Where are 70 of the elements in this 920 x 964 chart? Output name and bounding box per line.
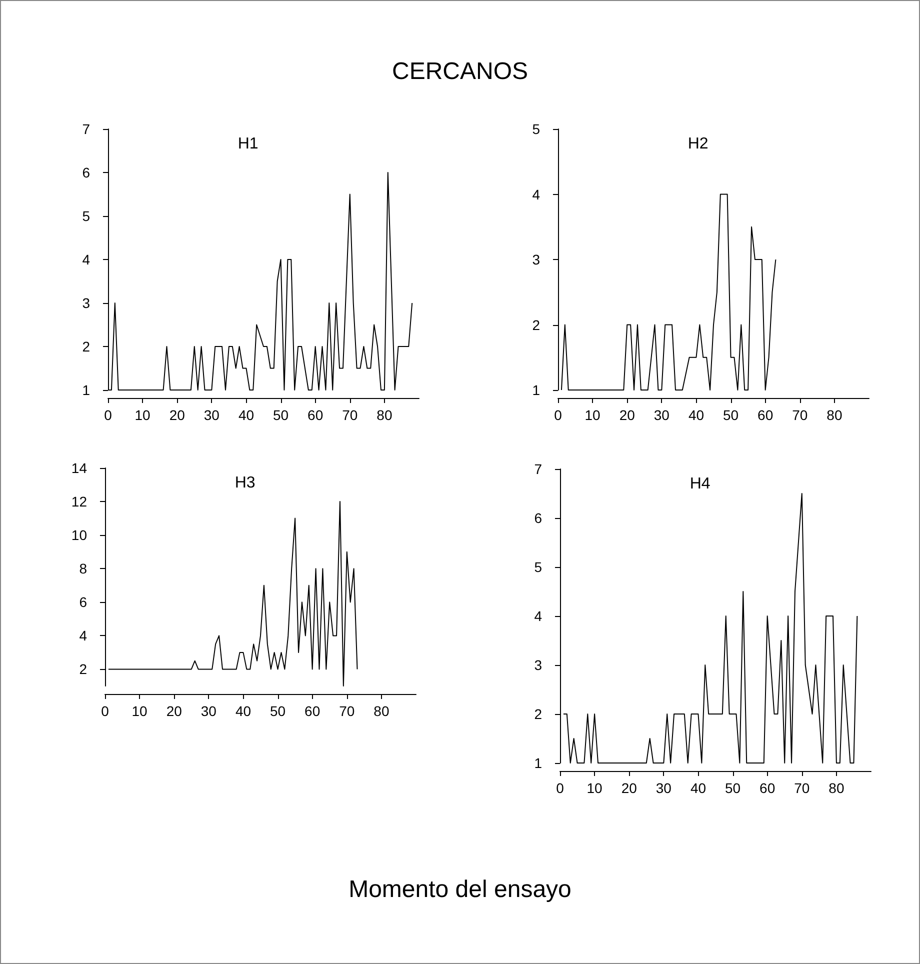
x-tick-label: 40 xyxy=(690,780,706,796)
line-series xyxy=(108,501,358,686)
y-tick-label: 4 xyxy=(532,186,540,202)
x-tick-label: 80 xyxy=(376,407,392,423)
x-tick-label: 30 xyxy=(656,780,672,796)
chart-title: H1 xyxy=(238,136,258,152)
y-tick-label: 2 xyxy=(532,316,540,333)
x-tick-label: 10 xyxy=(584,407,601,423)
x-tick-label: 10 xyxy=(586,780,603,796)
y-tick-label: 2 xyxy=(79,661,88,678)
chart-title: H4 xyxy=(690,476,710,492)
y-tick-label: 10 xyxy=(71,527,88,544)
y-tick-label: 7 xyxy=(82,121,90,137)
y-tick-label: 4 xyxy=(79,628,88,644)
x-tick-label: 50 xyxy=(722,407,739,423)
x-tick-label: 40 xyxy=(688,407,704,423)
y-tick-label: 6 xyxy=(82,164,90,180)
x-tick-label: 60 xyxy=(304,703,320,719)
x-tick-label: 40 xyxy=(235,703,252,719)
y-tick-label: 5 xyxy=(534,559,542,575)
y-tick-label: 14 xyxy=(71,460,88,476)
y-tick-label: 1 xyxy=(532,382,540,398)
y-tick-label: 4 xyxy=(82,252,90,268)
x-tick-label: 0 xyxy=(101,703,110,719)
x-tick-label: 0 xyxy=(104,407,112,423)
x-tick-label: 50 xyxy=(270,703,286,719)
x-tick-label: 60 xyxy=(308,407,324,423)
x-tick-label: 10 xyxy=(134,407,151,423)
x-tick-label: 30 xyxy=(654,407,670,423)
x-tick-label: 80 xyxy=(828,780,844,796)
y-tick-label: 7 xyxy=(534,461,542,477)
chart-title: H2 xyxy=(688,136,708,152)
x-tick-label: 30 xyxy=(200,703,217,719)
x-tick-label: 60 xyxy=(760,780,776,796)
x-tick-label: 20 xyxy=(619,407,636,423)
y-tick-label: 12 xyxy=(71,494,88,510)
y-tick-label: 6 xyxy=(79,594,88,610)
x-tick-label: 50 xyxy=(724,780,741,796)
x-tick-label: 10 xyxy=(132,703,148,719)
chart-title: H3 xyxy=(234,474,256,492)
y-tick-label: 5 xyxy=(532,121,540,137)
x-tick-label: 30 xyxy=(204,407,220,423)
x-tick-label: 60 xyxy=(758,407,774,423)
x-tick-label: 80 xyxy=(826,407,842,423)
y-tick-label: 8 xyxy=(79,560,88,577)
x-tick-label: 20 xyxy=(166,703,182,719)
x-tick-label: 70 xyxy=(339,703,355,719)
x-tick-label: 70 xyxy=(792,407,808,423)
text: CERCANOS xyxy=(390,58,530,86)
x-axis-title: Momento del ensayo xyxy=(348,876,572,904)
y-tick-label: 2 xyxy=(82,338,90,354)
x-tick-label: 80 xyxy=(374,703,390,719)
x-tick-label: 50 xyxy=(272,407,289,423)
y-tick-label: 3 xyxy=(534,657,542,673)
y-tick-label: 2 xyxy=(534,706,542,722)
y-tick-label: 4 xyxy=(534,608,542,624)
y-tick-label: 3 xyxy=(532,252,540,268)
x-tick-label: 20 xyxy=(621,780,638,796)
x-tick-label: 0 xyxy=(556,780,564,796)
x-tick-label: 20 xyxy=(169,407,186,423)
y-tick-label: 5 xyxy=(82,208,90,224)
y-tick-label: 6 xyxy=(534,510,542,526)
line-series xyxy=(562,493,858,764)
y-tick-label: 3 xyxy=(82,295,90,311)
y-tick-label: 1 xyxy=(534,755,542,771)
x-tick-label: 70 xyxy=(342,407,358,423)
x-tick-label: 40 xyxy=(238,407,254,423)
x-tick-label: 70 xyxy=(794,780,810,796)
y-tick-label: 1 xyxy=(82,382,90,398)
x-tick-label: 0 xyxy=(554,407,562,423)
